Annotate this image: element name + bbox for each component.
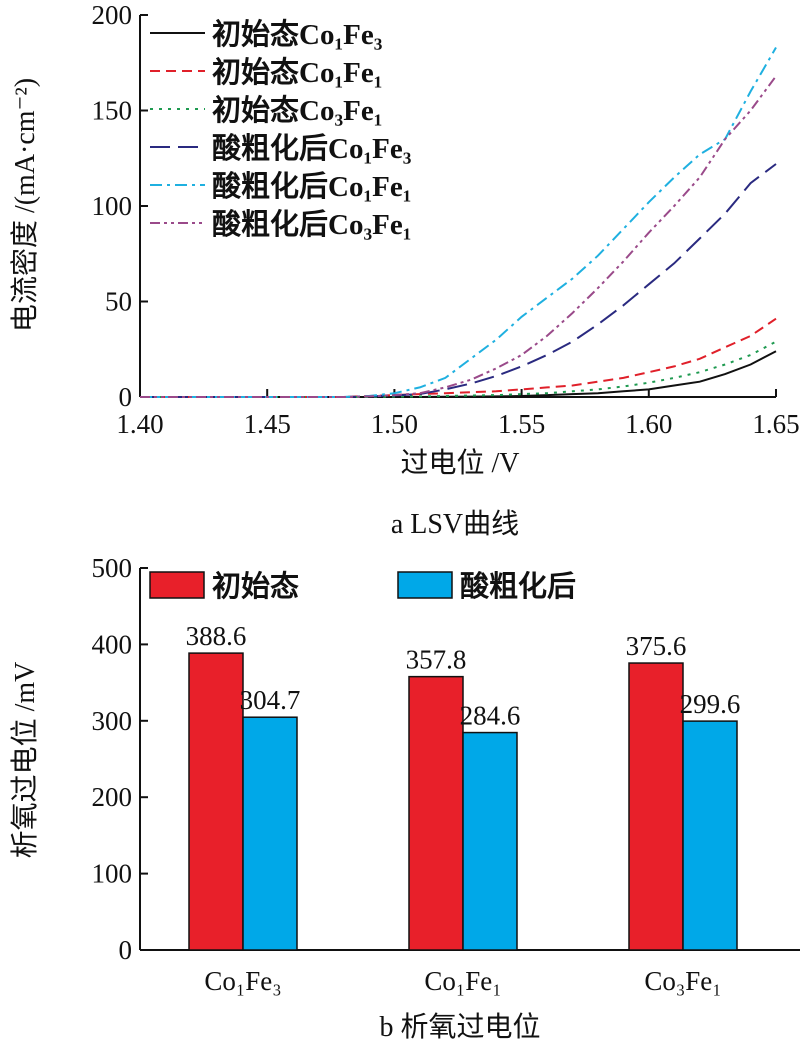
lsv-x-axis-label: 过电位 /V	[400, 447, 519, 479]
bars: 388.6 304.7 357.8 284.6 375.6 299.6	[186, 621, 741, 951]
legend-label: 初始态Co₁Fe₁	[212, 55, 382, 89]
lsv-x-tick-label: 1.45	[244, 409, 291, 439]
legend-swatch	[149, 571, 205, 599]
lsv-lines	[140, 46, 777, 398]
bar	[682, 720, 738, 951]
lsv-x-tick-label: 1.50	[371, 409, 418, 439]
lsv-x-tick-label: 1.55	[498, 409, 545, 439]
lsv-axes: 1.40 1.45 1.50 1.55 1.60 1.65 0 50 100 150 200	[92, 0, 800, 439]
bar-y-tick-label: 500	[92, 553, 133, 583]
bar-legend: 初始态 酸粗化后	[149, 569, 576, 603]
bar-value-label: 304.7	[240, 685, 301, 715]
bar-value-label: 357.8	[406, 645, 467, 675]
bar-y-tick-label: 300	[92, 706, 133, 736]
bar-caption: b 析氧过电位	[379, 1011, 540, 1043]
lsv-y-tick-label: 0	[119, 382, 133, 412]
bar-y-tick-label: 400	[92, 629, 133, 659]
bar-category-label: Co₁Fe₃	[204, 966, 281, 996]
lsv-y-tick-label: 100	[92, 191, 133, 221]
bar-category-label: Co₁Fe₁	[424, 966, 501, 996]
lsv-chart: 1.40 1.45 1.50 1.55 1.60 1.65 0 50 100 150 200 初始态…	[9, 0, 800, 540]
overpotential-bar-chart: 0 100 200 300 400 500 Co₁Fe₃ Co₁Fe₁ Co₃Fe₁ 388.6…	[9, 553, 800, 1043]
bar	[408, 675, 464, 951]
bar-category-label: Co₃Fe₁	[644, 966, 721, 996]
lsv-series-line	[140, 350, 777, 398]
legend-label: 酸粗化后Co₁Fe₁	[212, 170, 411, 203]
lsv-series-line	[140, 317, 777, 398]
lsv-y-tick-label: 50	[105, 287, 132, 317]
bar-value-label: 388.6	[186, 621, 247, 651]
bar	[462, 731, 518, 951]
lsv-series-line	[140, 340, 777, 398]
bar-value-label: 299.6	[680, 689, 741, 719]
legend-label: 初始态Co₃Fe₁	[212, 93, 382, 127]
bar-y-axis-label: 析氧过电位 /mV	[9, 662, 41, 859]
bar	[188, 652, 244, 951]
bar-value-label: 375.6	[626, 631, 687, 661]
legend-label: 酸粗化后Co₁Fe₃	[212, 132, 412, 165]
legend-label: 初始态	[212, 569, 299, 603]
lsv-y-axis-label: 电流密度 /(mA·cm⁻²)	[9, 78, 41, 332]
lsv-caption: a LSV曲线	[391, 508, 519, 540]
legend-swatch	[397, 571, 453, 599]
bar-y-tick-label: 200	[92, 782, 133, 812]
lsv-x-tick-label: 1.65	[752, 409, 799, 439]
lsv-x-tick-label: 1.40	[116, 409, 163, 439]
legend-label: 酸粗化后Co₃Fe₁	[212, 208, 411, 241]
bar-value-label: 284.6	[460, 701, 521, 731]
legend-label: 初始态Co₁Fe₃	[212, 17, 383, 51]
legend-label: 酸粗化后	[460, 570, 576, 603]
lsv-y-tick-label: 150	[92, 96, 133, 126]
bar-y-tick-label: 100	[92, 859, 133, 889]
lsv-series-line	[140, 163, 777, 398]
bar	[242, 716, 298, 951]
bar	[628, 662, 684, 951]
lsv-legend: 初始态Co₁Fe₃ 初始态Co₁Fe₁ 初始态Co₃Fe₁ 酸粗化后Co₁Fe₃ 酸粗化…	[150, 17, 412, 241]
lsv-x-tick-label: 1.60	[625, 409, 672, 439]
lsv-y-tick-label: 200	[92, 0, 133, 30]
lsv-series-line	[140, 75, 777, 398]
bar-y-tick-label: 0	[119, 935, 133, 965]
